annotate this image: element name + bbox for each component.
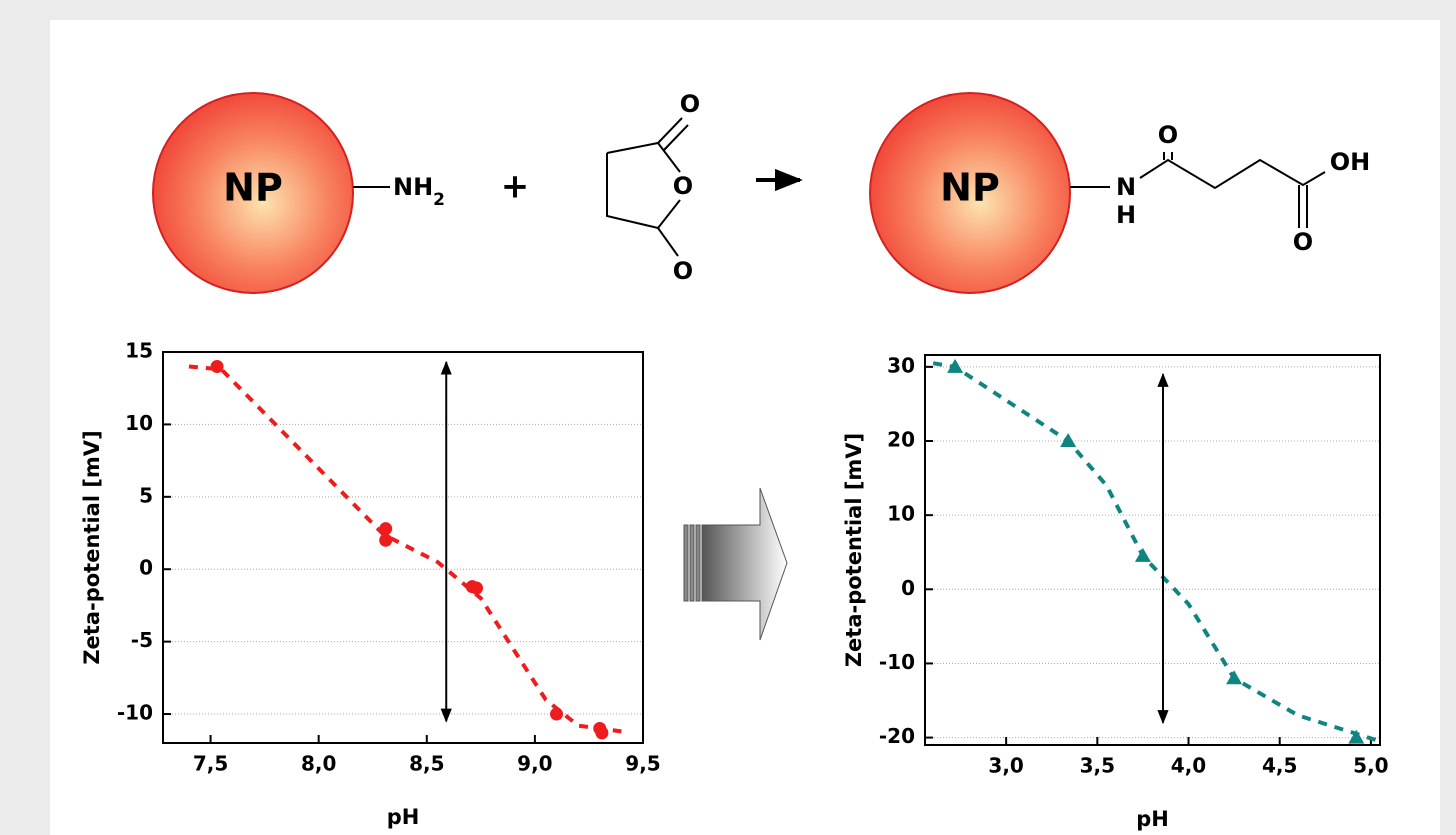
atom: O — [680, 90, 700, 118]
nanoparticle — [869, 92, 1071, 294]
y-tick-label: 0 — [901, 576, 915, 600]
atom: H — [1116, 201, 1136, 229]
point — [1226, 670, 1243, 685]
y-tick-label: 15 — [125, 339, 153, 363]
x-axis-label: pH — [387, 805, 420, 829]
point — [1060, 433, 1077, 448]
y-tick-label: 5 — [139, 483, 153, 507]
y-tick-label: -20 — [879, 724, 915, 748]
point — [1134, 547, 1151, 562]
point — [379, 522, 393, 536]
bond — [657, 227, 679, 257]
y-tick-label: 10 — [125, 411, 153, 435]
point — [1348, 729, 1365, 744]
amine: NH — [393, 173, 433, 201]
atom: N — [1116, 173, 1136, 201]
x-tick-label: 8,5 — [409, 752, 444, 776]
atom: O — [1293, 228, 1313, 256]
plot-frame — [162, 351, 644, 744]
fit-line — [188, 364, 622, 734]
particle-label: NP — [940, 166, 1000, 210]
x-tick-label: 3,5 — [1080, 754, 1115, 778]
point — [470, 581, 484, 595]
point — [947, 358, 964, 373]
bond — [657, 117, 683, 144]
amine-label: NH2 — [393, 173, 445, 210]
x-tick-label: 7,5 — [193, 752, 228, 776]
point — [379, 533, 393, 547]
y-tick-label: 30 — [887, 353, 915, 377]
y-axis-label: Zeta-potential [mV] — [842, 433, 866, 667]
x-tick-label: 4,5 — [1262, 754, 1297, 778]
atom: OH — [1330, 148, 1371, 176]
x-tick-label: 9,5 — [625, 752, 660, 776]
bond — [663, 124, 689, 151]
y-axis-label: Zeta-potential [mV] — [80, 430, 104, 664]
y-tick-label: 20 — [887, 428, 915, 452]
x-tick-label: 5,0 — [1353, 754, 1388, 778]
subscript: 2 — [433, 190, 445, 210]
x-axis-label: pH — [1136, 807, 1169, 831]
atom: O — [673, 257, 693, 285]
point — [550, 707, 564, 721]
y-tick-label: 10 — [887, 502, 915, 526]
y-tick-label: 0 — [139, 556, 153, 580]
atom: O — [1158, 121, 1178, 149]
scheme — [152, 92, 1326, 294]
plot-frame — [924, 354, 1381, 746]
bond — [1139, 158, 1326, 190]
plot: 30 20 10 0 -10 -20 3,0 3,5 4,0 4,5 5,0 pH Zeta-poten… — [842, 353, 1389, 831]
plot: 15 10 5 0 -5 -10 7,5 8,0 8,5 9,0 9,5 pH Zeta-potenti… — [80, 339, 661, 830]
plus: + — [501, 167, 530, 207]
bond — [606, 153, 681, 230]
x-tick-label: 9,0 — [517, 752, 552, 776]
charts: 15 10 5 0 -5 -10 7,5 8,0 8,5 9,0 9,5 pH Zeta-potenti… — [80, 339, 1389, 832]
point — [210, 359, 224, 373]
nanoparticle — [152, 92, 354, 294]
x-tick-label: 3,0 — [988, 754, 1023, 778]
y-tick-label: -5 — [131, 628, 153, 652]
y-tick-label: -10 — [117, 701, 153, 725]
x-tick-label: 8,0 — [301, 752, 336, 776]
transition-arrow — [683, 487, 788, 641]
atom: O — [673, 172, 693, 200]
y-tick-label: -10 — [879, 650, 915, 674]
x-tick-label: 4,0 — [1171, 754, 1206, 778]
point — [595, 726, 609, 740]
particle-label: NP — [223, 166, 283, 210]
